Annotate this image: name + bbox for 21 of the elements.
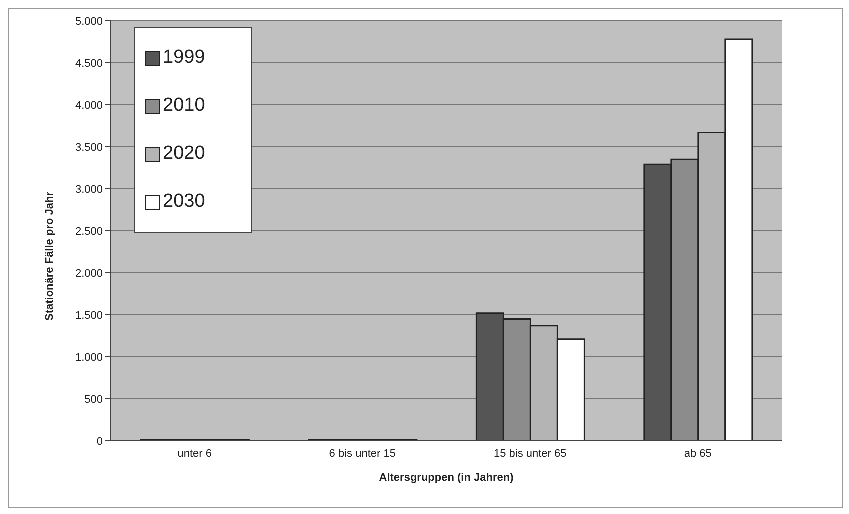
- y-tick-label: 3.500: [75, 142, 103, 154]
- y-tick-label: 2.000: [75, 268, 103, 280]
- x-tick-label: unter 6: [178, 448, 212, 460]
- y-tick-label: 3.000: [75, 184, 103, 196]
- legend-label: 2010: [163, 95, 206, 117]
- x-tick-label: ab 65: [684, 448, 712, 460]
- x-tick-label: 15 bis unter 65: [494, 448, 567, 460]
- y-tick-label: 5.000: [75, 16, 103, 28]
- legend-label: 1999: [163, 47, 206, 69]
- y-tick-label: 4.500: [75, 58, 103, 70]
- y-tick-label: 0: [96, 436, 103, 448]
- y-tick-label: 1.500: [75, 310, 103, 322]
- y-tick-label: 2.500: [75, 226, 103, 238]
- y-axis-title: Stationäre Fälle pro Jahr: [44, 191, 56, 321]
- y-tick-label: 1.000: [75, 352, 103, 364]
- legend-label: 2030: [163, 191, 206, 213]
- x-tick-label: 6 bis unter 15: [329, 448, 396, 460]
- legend-label: 2020: [163, 143, 206, 165]
- x-axis-title: Altersgruppen (in Jahren): [379, 472, 514, 484]
- y-tick-label: 500: [84, 394, 103, 406]
- y-tick-label: 4.000: [75, 100, 103, 112]
